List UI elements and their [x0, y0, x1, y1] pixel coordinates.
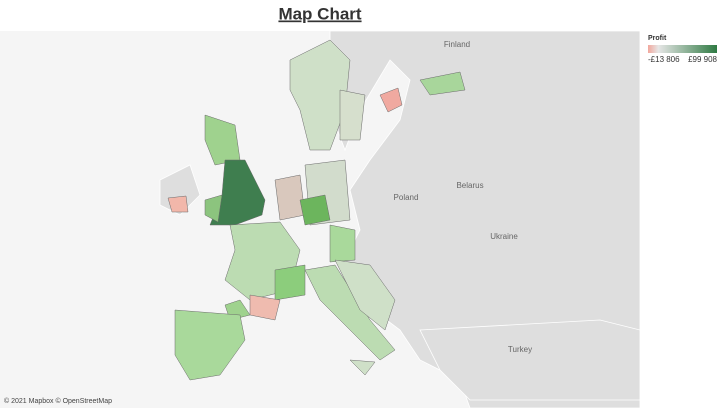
country-label: Finland — [444, 40, 470, 49]
country-label: Poland — [394, 193, 419, 202]
regions — [167, 39, 466, 381]
country-labels: Finland Poland Belarus Ukraine Turkey — [394, 40, 533, 354]
legend-min: -£13 806 — [648, 55, 680, 64]
country-label: Belarus — [456, 181, 483, 190]
country-label: Turkey — [508, 345, 532, 354]
country-label: Ukraine — [490, 232, 518, 241]
legend-max: £99 908 — [688, 55, 717, 64]
base-land — [159, 30, 641, 409]
attribution: © 2021 Mapbox © OpenStreetMap — [4, 397, 112, 405]
legend-gradient — [648, 45, 717, 53]
title: Map Chart — [278, 4, 361, 23]
legend-title: Profit — [648, 35, 667, 42]
